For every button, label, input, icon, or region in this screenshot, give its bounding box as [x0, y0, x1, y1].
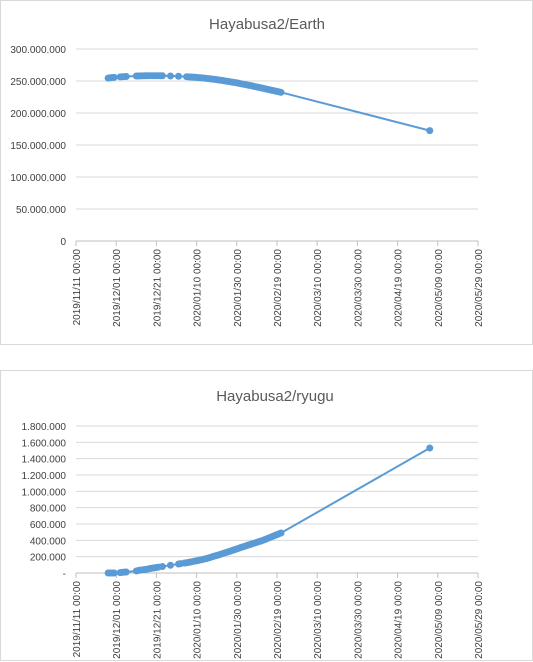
data-point [426, 444, 434, 452]
data-point [426, 127, 434, 135]
y-tick-label: 400.000 [30, 536, 67, 547]
data-point [122, 568, 130, 576]
x-tick-label: 2019/11/11 00:00 [72, 581, 83, 658]
series-line [108, 74, 431, 132]
data-point [277, 529, 285, 537]
data-point [166, 72, 174, 80]
chart-earth-frame: Hayabusa2/Earth 300.000.000 250.000.000 20… [0, 0, 533, 345]
data-point [158, 72, 166, 80]
y-tick-label: 100.000.000 [10, 173, 66, 184]
x-tick-label: 2020/01/30 00:00 [233, 581, 244, 659]
chart-title: Hayabusa2/Earth [209, 16, 325, 33]
x-tick-label: 2020/02/19 00:00 [273, 249, 284, 327]
data-point [110, 73, 118, 81]
y-tick-label: 600.000 [30, 520, 67, 531]
x-tick-label: 2020/01/10 00:00 [193, 581, 204, 659]
data-point [110, 569, 118, 577]
y-tick-label: 300.000.000 [10, 45, 66, 56]
y-tick-label: 1.600.000 [22, 438, 67, 449]
x-tick-label: 2019/12/01 00:00 [112, 249, 123, 327]
x-tick-label: 2020/02/19 00:00 [273, 581, 284, 659]
data-point [277, 88, 285, 96]
data-point [158, 562, 166, 570]
y-tick-label: 800.000 [30, 504, 67, 515]
series-line [108, 447, 431, 574]
y-tick-label: 200.000.000 [10, 109, 66, 120]
x-tick-label: 2019/12/01 00:00 [112, 581, 123, 659]
y-tick-label: - [63, 569, 66, 580]
x-tick-label: 2019/11/11 00:00 [72, 249, 83, 326]
y-tick-label: 1.400.000 [22, 455, 67, 466]
x-tick-label: 2020/01/30 00:00 [233, 249, 244, 327]
y-tick-label: 1.000.000 [22, 487, 67, 498]
x-tick-label: 2019/12/21 00:00 [152, 581, 163, 659]
x-tick-label: 2020/04/19 00:00 [394, 581, 405, 659]
data-point [122, 72, 130, 80]
x-tick-label: 2020/03/10 00:00 [313, 581, 324, 659]
x-tick-label: 2020/05/29 00:00 [474, 249, 485, 327]
data-point [166, 561, 174, 569]
chart-ryugu-frame: Hayabusa2/ryugu 1.800.000 1.600.000 1.400.… [0, 370, 533, 661]
x-tick-label: 2020/03/30 00:00 [353, 249, 364, 327]
y-tick-label: 0 [60, 237, 66, 248]
x-tick-label: 2020/05/29 00:00 [474, 581, 485, 659]
data-point [175, 72, 183, 80]
chart-title: Hayabusa2/ryugu [216, 388, 334, 405]
chart-earth: Hayabusa2/Earth 300.000.000 250.000.000 20… [10, 16, 485, 327]
x-tick-label: 2019/12/21 00:00 [152, 249, 163, 327]
x-tick-label: 2020/05/09 00:00 [434, 581, 445, 659]
x-tick-label: 2020/01/10 00:00 [193, 249, 204, 327]
x-tick-label: 2020/03/30 00:00 [353, 581, 364, 659]
y-tick-label: 150.000.000 [10, 141, 66, 152]
y-tick-label: 1.800.000 [22, 422, 67, 433]
x-tick-label: 2020/03/10 00:00 [313, 249, 324, 327]
x-tick-label: 2020/04/19 00:00 [394, 249, 405, 327]
y-tick-label: 1.200.000 [22, 471, 67, 482]
y-tick-label: 250.000.000 [10, 77, 66, 88]
y-tick-label: 200.000 [30, 553, 67, 564]
chart-ryugu: Hayabusa2/ryugu 1.800.000 1.600.000 1.400.… [22, 388, 486, 659]
y-tick-label: 50.000.000 [16, 205, 66, 216]
x-tick-label: 2020/05/09 00:00 [434, 249, 445, 327]
